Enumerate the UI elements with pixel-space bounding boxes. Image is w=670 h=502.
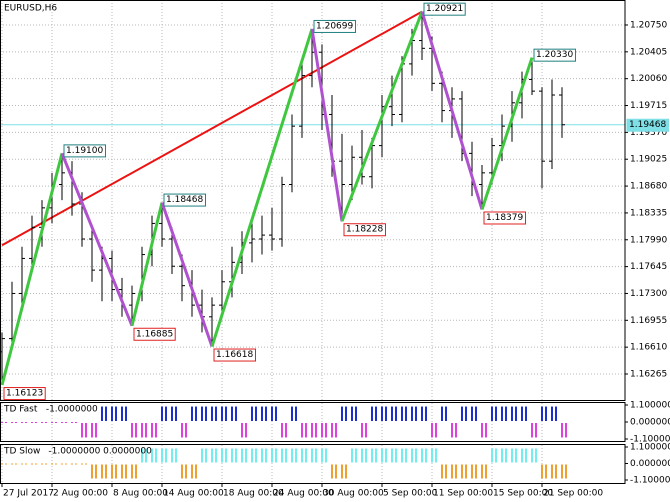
y-tick-label: 1.20405 [630,47,667,57]
zigzag-label: 1.20699 [316,21,353,31]
indicator-title: TD Fast [3,405,38,415]
zigzag-label: 1.16885 [136,329,173,339]
zigzag-label: 1.18379 [486,213,523,223]
y-tick-label: 1.19715 [630,101,667,111]
zigzag-segment [60,152,134,327]
y-tick-label: 1.17990 [630,235,667,245]
zigzag-segment [310,28,344,222]
zigzag-label: 1.20921 [426,4,463,14]
x-tick-label: 5 Sep 00:00 [383,489,438,499]
x-tick-label: 24 Aug 00:00 [273,489,334,499]
y-tick-label: 1.18680 [630,182,667,192]
x-tick-label: 27 Jul 2017 [3,489,54,499]
panel-frame [0,444,626,484]
zigzag-segment [340,11,424,222]
label-box [133,327,176,341]
bid-label: 1.19468 [629,120,666,130]
zigzag-segment [210,28,314,347]
zigzag-segment [420,11,484,210]
y-tick-label: 1.17645 [630,262,667,272]
indicator-status: -1.0000000 [46,405,98,415]
label-box [343,223,386,237]
y-tick-label: 1.16610 [630,343,667,353]
x-tick-label: 30 Aug 00:00 [323,489,384,499]
label-box [213,348,256,362]
y-tick-label: 1.20750 [630,20,667,30]
y-tick-label: 1.19025 [630,155,667,165]
y-tick-label: -1.1000000 [630,435,670,445]
zigzag-label: 1.18228 [346,225,383,235]
zigzag-label: 1.16618 [216,350,253,360]
y-tick-label: 1.19370 [630,128,667,138]
label-box [626,118,669,132]
y-tick-label: 1.20060 [630,74,667,84]
indicator-title: TD Slow [3,447,40,457]
panel-frame [0,402,626,442]
zigzag-segment [480,57,534,210]
zigzag-label: 1.18468 [166,195,203,205]
y-tick-label: 0.0000000 [630,459,670,469]
label-box [483,211,526,225]
x-tick-label: 2 Aug 00:00 [53,489,108,499]
label-box [533,48,576,62]
chart-title: EURUSD,H6 [4,4,57,14]
y-tick-label: 1.1000000 [630,401,670,411]
label-box [423,2,466,16]
x-tick-label: 18 Aug 00:00 [223,489,284,499]
x-tick-label: 11 Sep 00:00 [433,489,493,499]
panel-frame [0,0,626,401]
y-tick-label: 0.0000000 [630,418,670,428]
zigzag-segment [130,202,164,327]
label-box [313,19,356,33]
x-tick-label: 15 Sep 00:00 [493,489,553,499]
zigzag-label: 1.19100 [66,146,103,156]
indicator-status: -1.0000000 0.0000000 [48,447,152,457]
y-tick-label: 1.18335 [630,208,667,218]
y-tick-label: 1.17300 [630,289,667,299]
zigzag-label: 1.16123 [6,389,43,399]
zigzag-segment [160,202,214,348]
y-tick-label: 1.1000000 [630,443,670,453]
zigzag-label: 1.20330 [536,50,573,60]
x-tick-label: 21 Sep 00:00 [543,489,603,499]
label-box [163,193,206,207]
x-tick-label: 8 Aug 00:00 [113,489,168,499]
y-tick-label: 1.16265 [630,370,667,380]
label-box [63,144,106,158]
label-box [3,387,46,401]
y-tick-label: 1.16955 [630,316,667,326]
zigzag-segment [0,153,64,386]
x-tick-label: 14 Aug 00:00 [163,489,224,499]
y-tick-label: -1.1000000 [630,476,670,486]
